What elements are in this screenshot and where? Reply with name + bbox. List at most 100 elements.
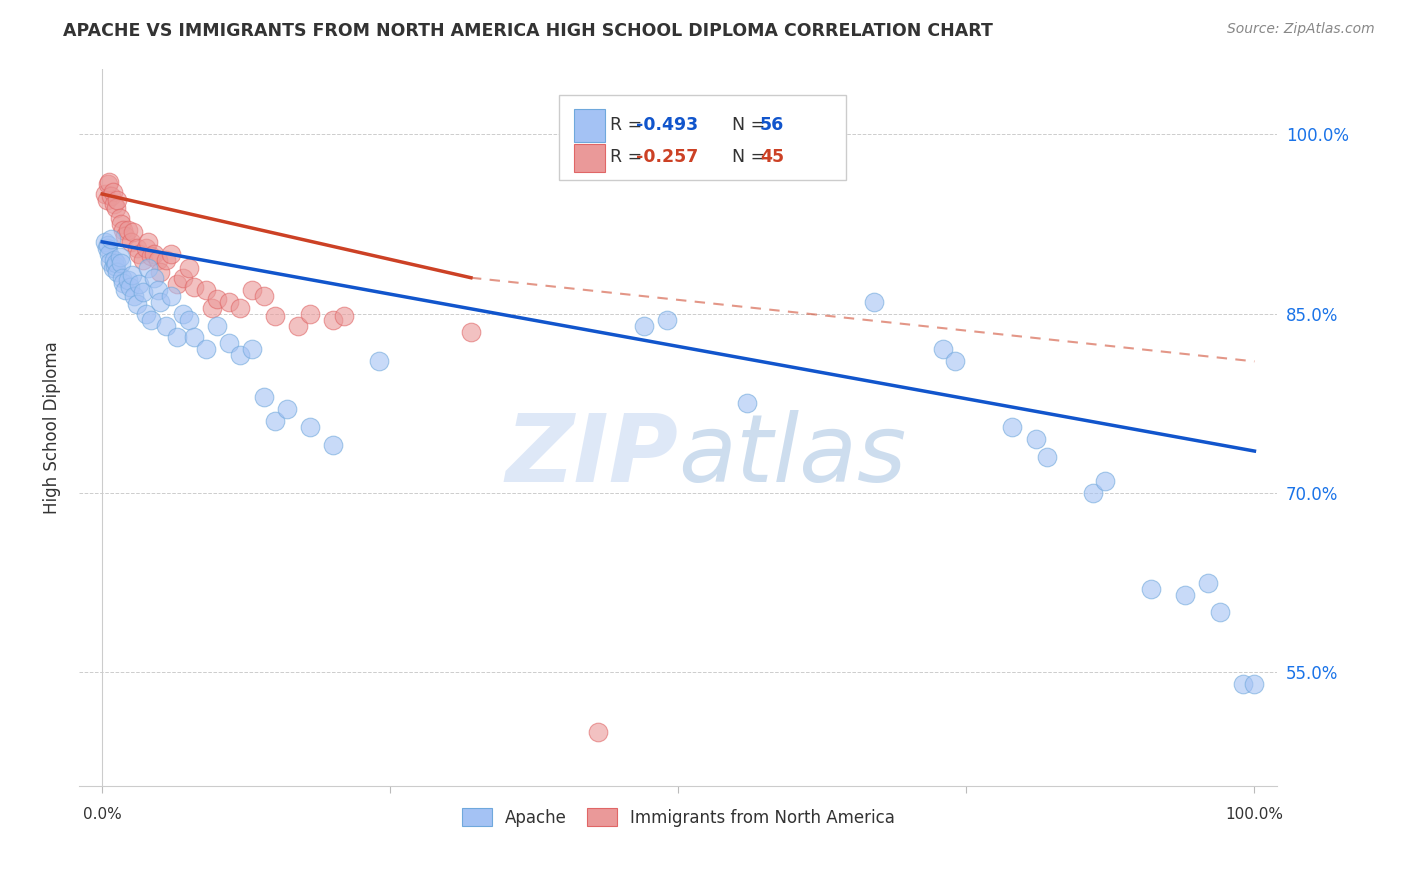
Point [111, 223, 134, 237]
Point [1197, 575, 1219, 590]
Point [105, 265, 128, 279]
Point [155, 252, 177, 267]
Point [264, 309, 287, 323]
Point [218, 294, 240, 309]
Text: Source: ZipAtlas.com: Source: ZipAtlas.com [1227, 22, 1375, 37]
Point [240, 283, 263, 297]
Point [125, 241, 148, 255]
Point [737, 396, 759, 410]
Point [633, 318, 655, 333]
Point [114, 228, 136, 243]
Point [108, 251, 131, 265]
Point [122, 225, 145, 239]
Point [160, 288, 183, 302]
Point [100, 232, 122, 246]
Text: -0.257: -0.257 [637, 148, 699, 167]
Point [146, 252, 169, 267]
Legend: Apache, Immigrants from North America: Apache, Immigrants from North America [453, 799, 904, 835]
Point [194, 343, 217, 357]
Text: R =: R = [610, 148, 648, 167]
Point [207, 292, 229, 306]
Point [117, 273, 139, 287]
Point [101, 185, 124, 199]
Point [322, 438, 344, 452]
Point [160, 247, 183, 261]
Point [125, 297, 148, 311]
Point [139, 249, 162, 263]
Point [367, 354, 389, 368]
Point [194, 283, 217, 297]
Point [105, 256, 128, 270]
Point [166, 330, 188, 344]
Point [276, 402, 298, 417]
Point [155, 318, 177, 333]
Point [863, 294, 886, 309]
Text: 100.0%: 100.0% [1226, 807, 1284, 822]
Point [1025, 432, 1047, 446]
Point [135, 307, 157, 321]
Point [149, 265, 172, 279]
Text: N =: N = [733, 148, 770, 167]
Text: 0.0%: 0.0% [83, 807, 121, 822]
Point [98, 175, 121, 189]
Point [118, 280, 141, 294]
Point [1001, 420, 1024, 434]
Point [1036, 450, 1059, 464]
Text: N =: N = [733, 116, 770, 134]
Text: 56: 56 [759, 116, 785, 134]
Point [105, 193, 128, 207]
Point [146, 283, 169, 297]
Point [172, 307, 194, 321]
Point [1232, 677, 1254, 691]
Point [183, 330, 205, 344]
Point [287, 318, 309, 333]
Point [98, 247, 121, 261]
Point [98, 255, 121, 269]
Point [177, 312, 200, 326]
Point [218, 336, 240, 351]
Point [104, 259, 127, 273]
Point [103, 252, 125, 267]
Point [143, 270, 166, 285]
Point [1081, 486, 1104, 500]
Text: -0.493: -0.493 [637, 116, 699, 134]
Point [124, 288, 146, 302]
Point [105, 202, 128, 216]
Text: atlas: atlas [678, 410, 907, 501]
Point [93, 235, 115, 249]
Text: R =: R = [610, 116, 648, 134]
Point [943, 354, 966, 368]
Point [136, 261, 159, 276]
Point [131, 285, 153, 299]
Text: ZIP: ZIP [505, 409, 678, 502]
Point [96, 241, 118, 255]
Text: APACHE VS IMMIGRANTS FROM NORTH AMERICA HIGH SCHOOL DIPLOMA CORRELATION CHART: APACHE VS IMMIGRANTS FROM NORTH AMERICA … [63, 22, 993, 40]
Point [136, 235, 159, 249]
Point [100, 189, 122, 203]
Point [111, 270, 134, 285]
Point [149, 294, 172, 309]
Point [135, 241, 157, 255]
Point [586, 725, 609, 739]
Point [655, 312, 678, 326]
Point [229, 348, 252, 362]
Point [96, 193, 118, 207]
Point [143, 247, 166, 261]
Point [1209, 606, 1232, 620]
Point [207, 318, 229, 333]
Point [252, 390, 274, 404]
Point [110, 217, 132, 231]
Point [120, 235, 142, 249]
Point [183, 280, 205, 294]
Point [333, 309, 356, 323]
Point [201, 301, 224, 315]
Point [128, 277, 150, 291]
Point [1139, 582, 1161, 596]
Point [93, 187, 115, 202]
Point [932, 343, 955, 357]
FancyBboxPatch shape [558, 95, 846, 179]
Point [103, 196, 125, 211]
Point [97, 178, 120, 192]
Point [172, 270, 194, 285]
Point [166, 277, 188, 291]
